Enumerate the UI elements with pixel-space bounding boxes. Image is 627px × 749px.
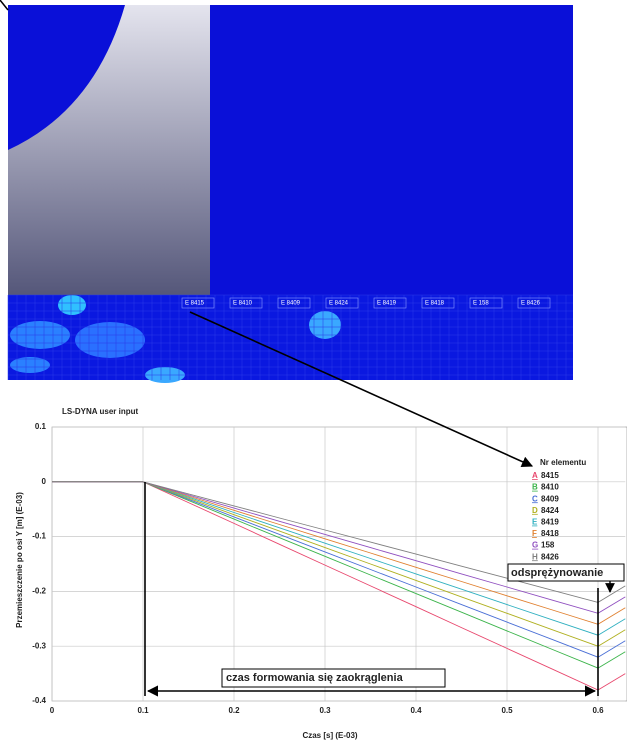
- x-tick-label: 0: [50, 706, 55, 715]
- legend-label: 8409: [541, 494, 559, 503]
- legend-label: 8419: [541, 518, 559, 527]
- element-label: E 8426: [521, 301, 541, 307]
- x-tick-label: 0.2: [228, 706, 240, 715]
- legend-label: 8418: [541, 529, 559, 538]
- x-tick-label: 0.5: [501, 706, 513, 715]
- legend-label: 8415: [541, 471, 559, 480]
- legend-marker: F: [532, 529, 537, 538]
- legend-marker: E: [532, 518, 538, 527]
- legend-marker: C: [532, 494, 538, 503]
- y-tick-label: 0: [42, 477, 47, 486]
- y-tick-label: 0.1: [35, 422, 47, 431]
- simulation-image: E 8415 E 8410 E 8409 E 8424 E 8419 E 8418 E 15…: [0, 0, 573, 383]
- legend-label: 158: [541, 541, 555, 550]
- x-tick-label: 0.3: [319, 706, 331, 715]
- element-label: E 8418: [425, 301, 445, 307]
- legend-marker: D: [532, 506, 538, 515]
- chart-title: LS-DYNA user input: [62, 407, 138, 416]
- x-tick-label: 0.6: [592, 706, 604, 715]
- y-tick-label: -0.3: [32, 641, 46, 650]
- legend-marker: H: [532, 552, 538, 561]
- annotation: odsprężynowanie: [511, 567, 603, 579]
- element-label: E 8419: [377, 301, 397, 307]
- legend-label: 8426: [541, 552, 559, 561]
- legend-label: 8410: [541, 483, 559, 492]
- y-axis-label: Przemieszczenie po osi Y [m] (E-03): [15, 492, 24, 628]
- legend-title: Nr elementu: [540, 458, 586, 467]
- legend-marker: B: [532, 483, 538, 492]
- x-tick-label: 0.4: [410, 706, 422, 715]
- page: E 8415 E 8410 E 8409 E 8424 E 8419 E 8418 E 15…: [0, 0, 627, 744]
- element-label: E 8415: [185, 301, 205, 307]
- element-label: E 158: [473, 301, 489, 307]
- element-label: E 8409: [281, 301, 301, 307]
- y-tick-label: -0.2: [32, 587, 46, 596]
- legend-label: 8424: [541, 506, 559, 515]
- legend-marker: A: [532, 471, 538, 480]
- element-label: E 8410: [233, 301, 253, 307]
- legend-marker: G: [532, 541, 538, 550]
- x-tick-label: 0.1: [137, 706, 149, 715]
- x-axis-label: Czas [s] (E-03): [302, 731, 357, 740]
- element-label: E 8424: [329, 301, 349, 307]
- y-tick-label: -0.4: [32, 696, 46, 705]
- annotation: czas formowania się zaokrąglenia: [226, 672, 404, 684]
- y-tick-label: -0.1: [32, 532, 46, 541]
